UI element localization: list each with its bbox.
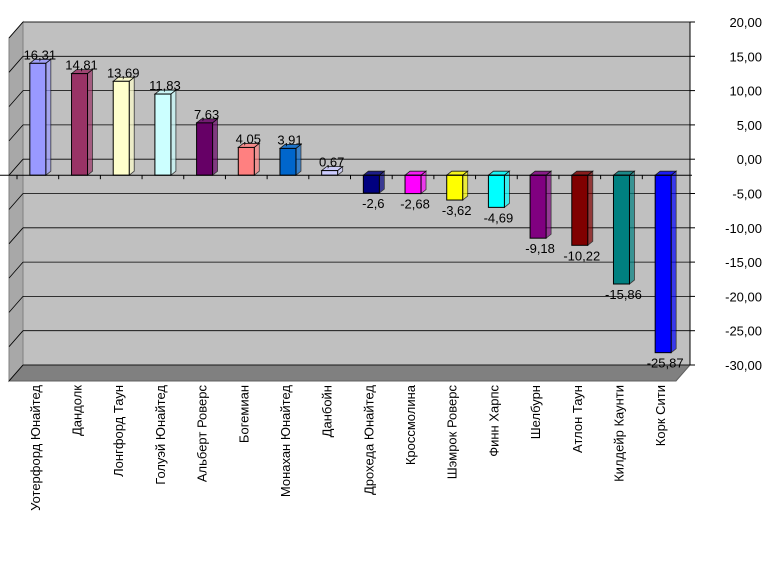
- category-label: Лонгфорд Таун: [111, 385, 126, 477]
- gridline-side: [8, 261, 24, 279]
- category-label: Килдейр Каунти: [611, 385, 626, 482]
- floor: [7, 364, 692, 382]
- gridline-side: [8, 193, 24, 210]
- y-tick-label: 10,00: [729, 84, 762, 99]
- category-label: Дрохеда Юнайтед: [361, 385, 376, 495]
- bar-side: [128, 76, 135, 177]
- category-label: Дандолк: [70, 385, 85, 436]
- bar-side: [295, 143, 302, 177]
- category-label: Шэмрок Роверс: [445, 385, 460, 480]
- bar-side: [170, 89, 177, 177]
- data-label: 3,91: [277, 132, 302, 147]
- bar: [404, 174, 422, 195]
- bar: [154, 93, 172, 176]
- bar-side: [87, 68, 93, 177]
- gridline-side: [8, 364, 24, 382]
- y-tick-label: -15,00: [725, 255, 762, 270]
- bar-side: [629, 170, 635, 285]
- labels: 16,31 Уотерфорд Юнайтед 14,81 Дандолк 13,69 Л…: [24, 15, 762, 511]
- gridline-side: [8, 158, 24, 176]
- data-label: 7,63: [194, 107, 219, 122]
- y-tick-label: -25,00: [725, 324, 762, 339]
- bar: [612, 174, 630, 285]
- category-label: Альберт Роверс: [195, 385, 210, 483]
- category-label: Финн Харпс: [486, 385, 501, 457]
- data-label: 0,67: [319, 155, 344, 170]
- gridline-side: [8, 56, 24, 73]
- gridline-side: [8, 90, 24, 107]
- data-label: 16,31: [24, 47, 57, 62]
- category-label: Уотерфорд Юнайтед: [28, 385, 43, 511]
- data-label: -3,62: [442, 203, 472, 218]
- gridline-side: [8, 227, 24, 245]
- bar-side: [670, 170, 677, 354]
- y-tick-label: -5,00: [732, 187, 762, 202]
- data-label: -4,69: [484, 210, 514, 225]
- category-label: Атлон Таун: [570, 385, 585, 453]
- gridline-side: [8, 21, 24, 39]
- gridline-side: [8, 124, 24, 142]
- bar-side: [587, 170, 594, 247]
- category-label: Корк Сити: [653, 385, 668, 446]
- data-label: -25,87: [647, 356, 684, 371]
- gridline-side: [8, 330, 24, 347]
- bar-side: [378, 170, 385, 194]
- y-tick-label: -20,00: [725, 289, 762, 304]
- bar: [237, 146, 255, 176]
- bar: [571, 174, 589, 246]
- bar: [321, 170, 339, 176]
- bar: [196, 122, 214, 176]
- bar-side: [420, 170, 427, 195]
- data-label: 4,05: [236, 131, 261, 146]
- y-tick-label: 5,00: [737, 118, 762, 133]
- bar: [654, 174, 672, 354]
- bar: [71, 73, 89, 176]
- bar: [29, 62, 47, 176]
- bar: [487, 174, 505, 208]
- gridline-side: [8, 296, 24, 313]
- y-tick-label: -30,00: [725, 358, 762, 373]
- data-label: -2,6: [362, 196, 384, 211]
- y-tick-label: 15,00: [729, 49, 762, 64]
- bar: [362, 174, 380, 194]
- data-label: 11,83: [149, 78, 181, 93]
- bars: [28, 58, 678, 354]
- bar-side: [504, 170, 510, 209]
- category-label: Голуэй Юнайтед: [153, 385, 168, 485]
- y-tick-label: -10,00: [725, 221, 762, 236]
- bar-side: [545, 170, 552, 240]
- bar-side: [212, 118, 218, 177]
- bar: [529, 174, 547, 239]
- data-label: -2,68: [400, 197, 430, 212]
- bar-side: [253, 142, 260, 177]
- data-label: -15,86: [605, 287, 642, 302]
- data-label: -10,22: [563, 248, 600, 263]
- bar: [112, 80, 130, 176]
- data-label: -9,18: [525, 241, 555, 256]
- category-label: Богемиан: [236, 385, 251, 443]
- category-label: Данбойн: [320, 385, 335, 437]
- bar: [446, 174, 464, 201]
- category-label: Кроссмолина: [403, 384, 418, 465]
- category-label: Монахан Юнайтед: [278, 385, 293, 498]
- category-label: Шелбурн: [528, 385, 543, 439]
- axes: [0, 21, 695, 366]
- y-tick-label: 0,00: [737, 152, 762, 167]
- bar-side: [45, 58, 52, 177]
- data-label: 13,69: [107, 65, 140, 80]
- bar: [279, 147, 297, 176]
- y-tick-label: 20,00: [729, 15, 762, 30]
- data-label: 14,81: [65, 58, 98, 73]
